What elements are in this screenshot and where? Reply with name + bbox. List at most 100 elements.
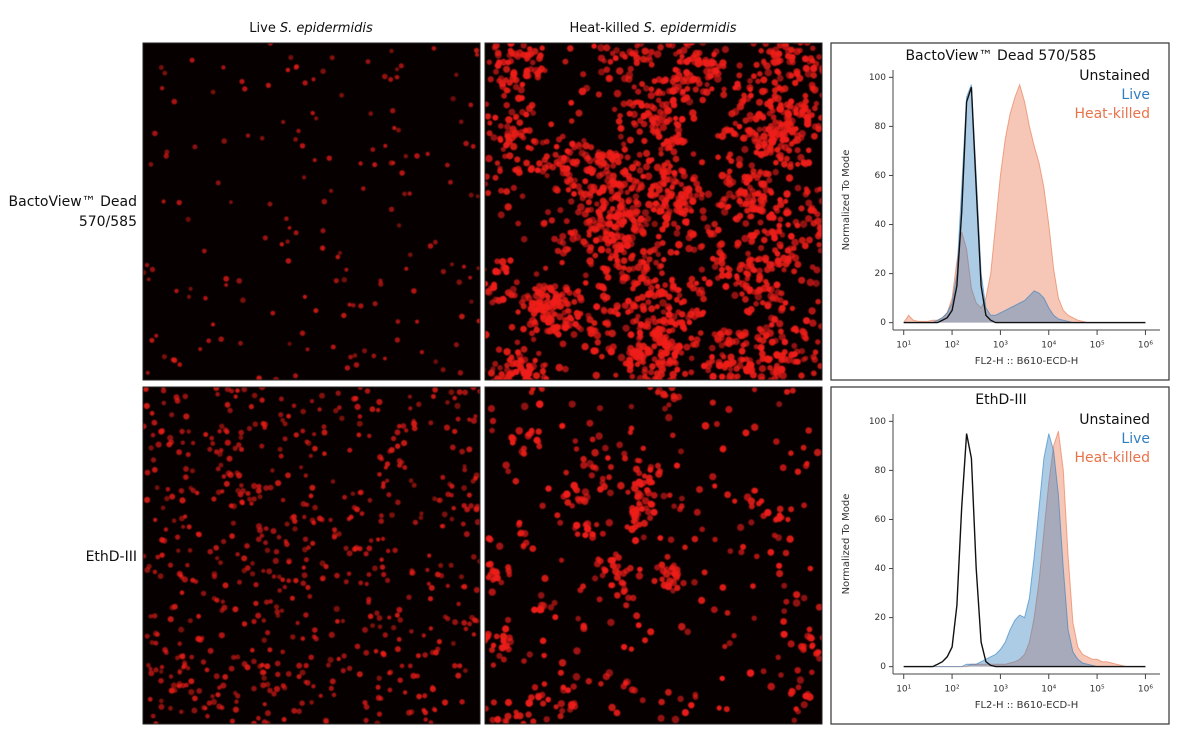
cell [621, 455, 629, 462]
cell [270, 310, 276, 316]
cell [613, 262, 620, 269]
cell [798, 348, 806, 355]
cell [789, 24, 796, 31]
cell [353, 545, 360, 551]
cell [370, 147, 376, 153]
cell [662, 405, 668, 412]
cell [540, 282, 548, 290]
cell [755, 359, 762, 365]
cell [693, 192, 700, 198]
cell [693, 180, 701, 188]
cell [267, 484, 274, 491]
cell [580, 238, 588, 246]
cell [466, 446, 473, 453]
cell [167, 616, 174, 623]
cell [530, 336, 537, 343]
cell [213, 545, 219, 551]
row-label: EthD-III [86, 549, 137, 565]
cell [394, 67, 400, 72]
cell [653, 191, 660, 198]
cell [529, 545, 537, 552]
cell [653, 50, 662, 58]
cell [688, 275, 696, 283]
cell [744, 270, 751, 277]
cell [198, 347, 203, 352]
cell [658, 146, 664, 152]
cell [711, 331, 718, 338]
cell [333, 605, 340, 613]
cell [531, 684, 539, 691]
cell [433, 239, 438, 245]
cell [726, 361, 733, 368]
cell [488, 588, 496, 596]
cell [678, 503, 685, 510]
cell [589, 436, 596, 443]
cell [558, 659, 567, 667]
cell [571, 298, 578, 305]
cell [575, 109, 583, 117]
cell [608, 329, 616, 338]
cell [471, 632, 477, 637]
cell [585, 218, 593, 226]
cell [399, 663, 405, 669]
y-axis-label: Normalized To Mode [841, 150, 852, 251]
cell [455, 672, 462, 679]
cell [544, 327, 551, 335]
series-area [903, 433, 1146, 668]
cell [670, 392, 677, 400]
cell [718, 266, 725, 273]
cell [242, 86, 248, 92]
cell [678, 448, 684, 455]
cell [709, 372, 717, 380]
cell [502, 153, 508, 159]
legend-entry: Unstained [1079, 412, 1150, 428]
cell [453, 342, 459, 348]
cell [656, 318, 662, 324]
cell [508, 369, 516, 377]
cell [788, 687, 795, 694]
cell [639, 81, 646, 87]
cell [468, 275, 472, 280]
y-tick-label: 20 [875, 613, 887, 623]
cell [682, 75, 689, 82]
cell [595, 91, 603, 98]
cell [485, 181, 489, 187]
chart-frame [830, 42, 1170, 381]
cell [175, 534, 181, 540]
cell [271, 574, 277, 579]
cell [627, 65, 634, 73]
cell [660, 390, 667, 397]
cell [582, 142, 590, 150]
cell [206, 700, 212, 706]
cell [511, 129, 520, 137]
cell [711, 263, 719, 271]
cell [608, 196, 615, 202]
cell [547, 318, 555, 326]
cell [193, 579, 199, 584]
cell [565, 246, 572, 252]
cell [776, 505, 784, 513]
cell [637, 181, 645, 188]
cell [356, 671, 363, 678]
cell [300, 428, 306, 434]
cell [157, 573, 164, 580]
cell [662, 570, 671, 578]
cell [795, 684, 802, 691]
cell [154, 333, 159, 338]
cell [520, 445, 528, 452]
cell [397, 462, 403, 468]
cell [378, 278, 383, 283]
cell [486, 59, 492, 65]
cell [607, 618, 615, 627]
cell [625, 196, 633, 204]
cell [557, 207, 564, 214]
cell [596, 235, 604, 243]
cell [162, 70, 168, 76]
cell [651, 78, 658, 84]
cell [164, 149, 170, 155]
cell [344, 267, 349, 272]
cell [563, 469, 569, 476]
cell [709, 473, 717, 481]
cell [669, 78, 677, 85]
cell [395, 443, 401, 449]
